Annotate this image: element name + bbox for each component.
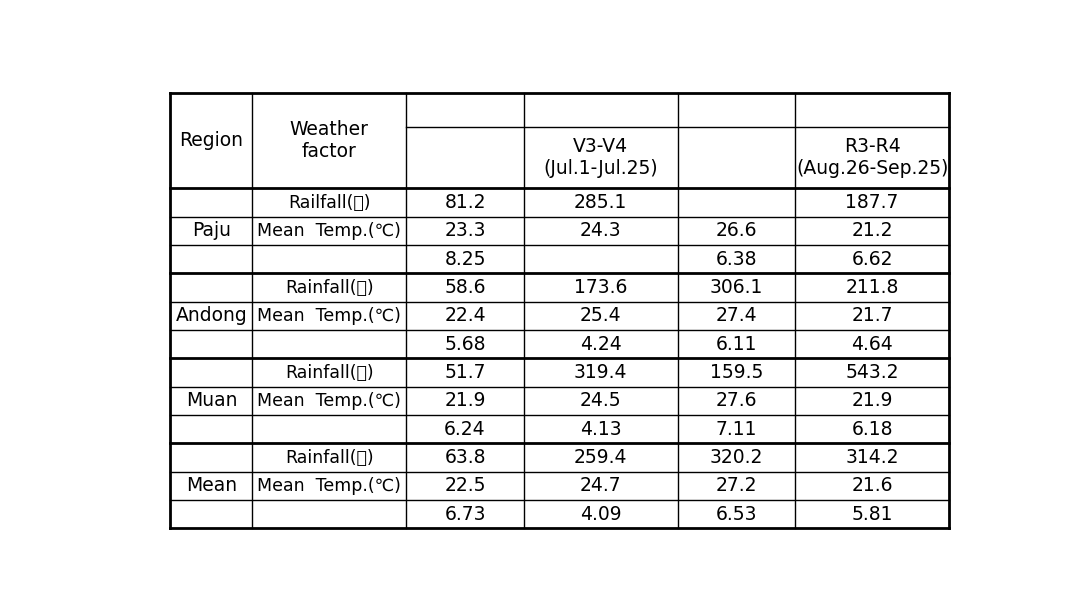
Text: 58.6: 58.6	[444, 278, 486, 297]
Text: Mean  Temp.(℃): Mean Temp.(℃)	[258, 477, 401, 495]
Text: 6.11: 6.11	[715, 335, 757, 354]
Text: 27.6: 27.6	[715, 391, 757, 410]
Text: 5.68: 5.68	[444, 335, 486, 354]
Text: Mean: Mean	[186, 477, 237, 496]
Text: 81.2: 81.2	[444, 193, 486, 212]
Text: 25.4: 25.4	[580, 306, 621, 325]
Text: Mean  Temp.(℃): Mean Temp.(℃)	[258, 392, 401, 410]
Text: 306.1: 306.1	[710, 278, 763, 297]
Text: 6.38: 6.38	[715, 250, 757, 269]
Text: 4.24: 4.24	[580, 335, 621, 354]
Text: Railfall(㎡): Railfall(㎡)	[288, 194, 370, 212]
Text: 4.64: 4.64	[852, 335, 893, 354]
Text: 159.5: 159.5	[710, 363, 763, 382]
Text: V3-V4
(Jul.1-Jul.25): V3-V4 (Jul.1-Jul.25)	[544, 137, 658, 178]
Text: 21.6: 21.6	[852, 477, 893, 496]
Text: 6.18: 6.18	[852, 420, 893, 438]
Text: Rainfall(㎡): Rainfall(㎡)	[285, 363, 373, 381]
Text: 6.24: 6.24	[444, 420, 486, 438]
Text: 5.81: 5.81	[852, 505, 893, 524]
Text: Weather
factor: Weather factor	[289, 120, 369, 161]
Text: 8.25: 8.25	[444, 250, 486, 269]
Text: 23.3: 23.3	[444, 221, 486, 240]
Text: 259.4: 259.4	[574, 448, 628, 467]
Text: 187.7: 187.7	[845, 193, 899, 212]
Text: R3-R4
(Aug.26-Sep.25): R3-R4 (Aug.26-Sep.25)	[796, 137, 948, 178]
Text: 211.8: 211.8	[845, 278, 899, 297]
Text: Rainfall(㎡): Rainfall(㎡)	[285, 279, 373, 296]
Text: Rainfall(㎡): Rainfall(㎡)	[285, 448, 373, 467]
Text: 21.7: 21.7	[852, 306, 893, 325]
Text: 7.11: 7.11	[715, 420, 757, 438]
Text: 6.53: 6.53	[715, 505, 757, 524]
Text: 21.9: 21.9	[852, 391, 893, 410]
Text: Mean  Temp.(℃): Mean Temp.(℃)	[258, 222, 401, 240]
Text: Paju: Paju	[192, 221, 230, 240]
Text: 24.3: 24.3	[580, 221, 621, 240]
Text: 24.5: 24.5	[580, 391, 621, 410]
Text: Muan: Muan	[186, 391, 237, 410]
Text: 26.6: 26.6	[715, 221, 757, 240]
Text: 6.62: 6.62	[852, 250, 893, 269]
Text: Mean  Temp.(℃): Mean Temp.(℃)	[258, 307, 401, 325]
Text: 543.2: 543.2	[845, 363, 899, 382]
Text: 320.2: 320.2	[710, 448, 763, 467]
Text: 4.09: 4.09	[580, 505, 621, 524]
Text: 173.6: 173.6	[574, 278, 628, 297]
Text: 24.7: 24.7	[580, 477, 621, 496]
Text: 4.13: 4.13	[580, 420, 621, 438]
Text: 27.4: 27.4	[715, 306, 757, 325]
Text: Region: Region	[179, 131, 244, 150]
Text: Andong: Andong	[176, 306, 247, 325]
Text: 63.8: 63.8	[444, 448, 486, 467]
Text: 21.9: 21.9	[444, 391, 486, 410]
Text: 51.7: 51.7	[444, 363, 486, 382]
Text: 22.4: 22.4	[444, 306, 486, 325]
Text: 285.1: 285.1	[574, 193, 628, 212]
Text: 27.2: 27.2	[715, 477, 757, 496]
Text: 22.5: 22.5	[444, 477, 486, 496]
Text: 21.2: 21.2	[852, 221, 893, 240]
Text: 6.73: 6.73	[444, 505, 486, 524]
Text: 314.2: 314.2	[845, 448, 899, 467]
Text: 319.4: 319.4	[574, 363, 628, 382]
